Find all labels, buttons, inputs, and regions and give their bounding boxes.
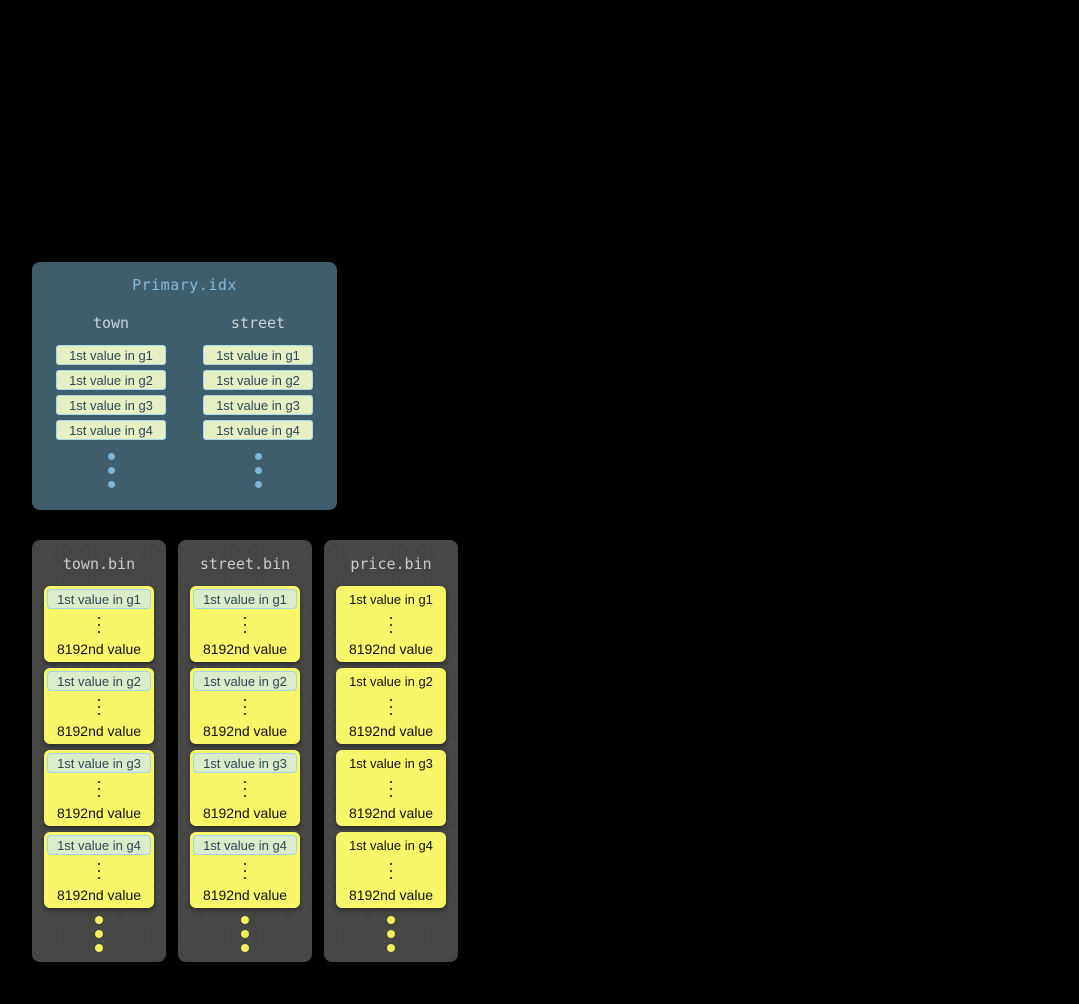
granule-last-value: 8192nd value: [348, 805, 434, 821]
ellipsis-dots-icon: [254, 453, 262, 488]
index-entry: 1st value in g3: [56, 395, 166, 415]
granule-last-value: 8192nd value: [348, 723, 434, 739]
granule-first-value: 1st value in g3: [349, 755, 433, 771]
granule-block: 1st value in g4 8192nd value: [336, 832, 446, 908]
primary-index-title: Primary.idx: [132, 276, 237, 294]
index-entry: 1st value in g3: [203, 395, 313, 415]
bin-file-title: price.bin: [350, 555, 432, 573]
granule-last-value: 8192nd value: [56, 887, 142, 903]
bin-file-street: street.bin 1st value in g1 8192nd value …: [178, 540, 312, 962]
index-column-header: town: [92, 314, 130, 332]
granule-first-value: 1st value in g1: [47, 589, 151, 609]
ellipsis-dots-icon: [241, 916, 249, 952]
granule-last-value: 8192nd value: [348, 887, 434, 903]
granule-block: 1st value in g3 8192nd value: [44, 750, 154, 826]
granule-last-value: 8192nd value: [202, 641, 288, 657]
primary-index-box: Primary.idx town 1st value in g1 1st val…: [32, 262, 337, 510]
index-entry: 1st value in g4: [56, 420, 166, 440]
index-column-header: street: [230, 314, 286, 332]
granule-block: 1st value in g1 8192nd value: [336, 586, 446, 662]
granule-last-value: 8192nd value: [202, 723, 288, 739]
granule-last-value: 8192nd value: [56, 641, 142, 657]
ellipsis-dots-icon: [389, 862, 393, 880]
granule-block: 1st value in g4 8192nd value: [190, 832, 300, 908]
ellipsis-dots-icon: [389, 698, 393, 716]
granule-first-value: 1st value in g2: [193, 671, 297, 691]
granule-last-value: 8192nd value: [56, 805, 142, 821]
granule-first-value: 1st value in g4: [349, 837, 433, 853]
granule-block: 1st value in g1 8192nd value: [190, 586, 300, 662]
granule-first-value: 1st value in g4: [47, 835, 151, 855]
ellipsis-dots-icon: [243, 862, 247, 880]
bin-file-town: town.bin 1st value in g1 8192nd value 1s…: [32, 540, 166, 962]
ellipsis-dots-icon: [387, 916, 395, 952]
ellipsis-dots-icon: [107, 453, 115, 488]
bin-file-title: town.bin: [62, 555, 136, 573]
granule-last-value: 8192nd value: [202, 887, 288, 903]
bin-file-price: price.bin 1st value in g1 8192nd value 1…: [324, 540, 458, 962]
index-entry: 1st value in g2: [203, 370, 313, 390]
bin-files-row: town.bin 1st value in g1 8192nd value 1s…: [32, 540, 458, 962]
granule-first-value: 1st value in g3: [193, 753, 297, 773]
granule-first-value: 1st value in g2: [349, 673, 433, 689]
ellipsis-dots-icon: [243, 698, 247, 716]
granule-block: 1st value in g3 8192nd value: [336, 750, 446, 826]
index-entry: 1st value in g1: [203, 345, 313, 365]
index-entry: 1st value in g4: [203, 420, 313, 440]
ellipsis-dots-icon: [389, 780, 393, 798]
index-entry: 1st value in g2: [56, 370, 166, 390]
granule-block: 1st value in g4 8192nd value: [44, 832, 154, 908]
granule-block: 1st value in g2 8192nd value: [190, 668, 300, 744]
granule-first-value: 1st value in g3: [47, 753, 151, 773]
ellipsis-dots-icon: [95, 916, 103, 952]
granule-block: 1st value in g2 8192nd value: [44, 668, 154, 744]
granule-list: 1st value in g1 8192nd value 1st value i…: [336, 586, 446, 908]
ellipsis-dots-icon: [389, 616, 393, 634]
granule-first-value: 1st value in g1: [193, 589, 297, 609]
ellipsis-dots-icon: [97, 698, 101, 716]
index-entry: 1st value in g1: [56, 345, 166, 365]
granule-first-value: 1st value in g1: [349, 591, 433, 607]
granule-first-value: 1st value in g2: [47, 671, 151, 691]
granule-last-value: 8192nd value: [56, 723, 142, 739]
granule-list: 1st value in g1 8192nd value 1st value i…: [190, 586, 300, 908]
granule-last-value: 8192nd value: [348, 641, 434, 657]
ellipsis-dots-icon: [97, 780, 101, 798]
granule-list: 1st value in g1 8192nd value 1st value i…: [44, 586, 154, 908]
granule-block: 1st value in g1 8192nd value: [44, 586, 154, 662]
granule-block: 1st value in g2 8192nd value: [336, 668, 446, 744]
ellipsis-dots-icon: [97, 862, 101, 880]
granule-block: 1st value in g3 8192nd value: [190, 750, 300, 826]
ellipsis-dots-icon: [243, 616, 247, 634]
index-column-town: town 1st value in g1 1st value in g2 1st…: [56, 314, 166, 488]
ellipsis-dots-icon: [243, 780, 247, 798]
granule-last-value: 8192nd value: [202, 805, 288, 821]
primary-index-columns: town 1st value in g1 1st value in g2 1st…: [32, 314, 337, 488]
ellipsis-dots-icon: [97, 616, 101, 634]
index-column-street: street 1st value in g1 1st value in g2 1…: [203, 314, 313, 488]
granule-first-value: 1st value in g4: [193, 835, 297, 855]
bin-file-title: street.bin: [199, 555, 291, 573]
